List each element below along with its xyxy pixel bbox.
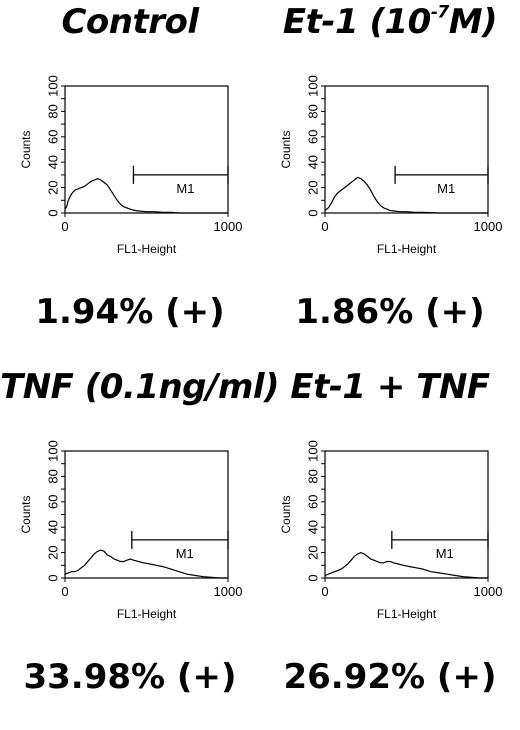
y-tick-label: 40 bbox=[305, 155, 320, 169]
x-axis-label: FL1-Height bbox=[377, 607, 437, 621]
percent-positive-label: 1.86% (+) bbox=[295, 292, 485, 332]
percent-positive-label: 26.92% (+) bbox=[283, 657, 497, 697]
plot-frame bbox=[324, 85, 489, 214]
y-tick-label: 80 bbox=[45, 104, 60, 118]
plot-frame bbox=[64, 85, 229, 214]
y-tick-label: 0 bbox=[305, 574, 320, 581]
x-tick-label: 0 bbox=[321, 219, 328, 234]
plot-frame bbox=[324, 450, 489, 579]
y-tick-label: 0 bbox=[305, 209, 320, 216]
x-axis-label: FL1-Height bbox=[377, 242, 437, 256]
y-tick-label: 0 bbox=[45, 574, 60, 581]
x-tick-label: 1000 bbox=[214, 584, 243, 599]
y-tick-label: 40 bbox=[305, 520, 320, 534]
y-tick-label: 100 bbox=[305, 75, 320, 97]
x-tick-label: 1000 bbox=[214, 219, 243, 234]
histogram-panel-control: Control 0 20 40 60 80 100 0 1000 Counts FL1-Heigh… bbox=[0, 0, 260, 365]
y-tick-label: 40 bbox=[45, 155, 60, 169]
gate-label: M1 bbox=[176, 546, 194, 561]
x-tick-label: 0 bbox=[61, 584, 68, 599]
panel-title-end: M) bbox=[448, 2, 498, 42]
histogram-panel-et1: Et-1 (10-7M) 0 20 40 60 80 100 0 1000 Counts FL1-… bbox=[260, 0, 520, 365]
panel-title: TNF (0.1ng/ml) bbox=[0, 367, 280, 407]
y-tick-label: 100 bbox=[305, 440, 320, 462]
y-tick-label: 60 bbox=[45, 495, 60, 509]
y-axis-label: Counts bbox=[19, 130, 33, 168]
y-tick-label: 100 bbox=[45, 75, 60, 97]
y-tick-label: 20 bbox=[305, 180, 320, 194]
x-tick-label: 1000 bbox=[474, 584, 503, 599]
y-tick-label: 100 bbox=[45, 440, 60, 462]
x-tick-label: 1000 bbox=[474, 219, 503, 234]
panel-title: Control bbox=[61, 2, 199, 42]
y-tick-label: 80 bbox=[305, 104, 320, 118]
histogram-series bbox=[324, 551, 488, 579]
histogram-panel-tnf: TNF (0.1ng/ml) 0 20 40 60 80 100 0 1000 Counts FL… bbox=[0, 365, 280, 730]
x-axis-label: FL1-Height bbox=[117, 242, 177, 256]
y-axis-label: Counts bbox=[19, 495, 33, 533]
gate-label: M1 bbox=[437, 181, 455, 196]
x-axis-label: FL1-Height bbox=[117, 607, 177, 621]
x-tick-label: 0 bbox=[321, 584, 328, 599]
y-axis-label: Counts bbox=[279, 130, 293, 168]
y-tick-label: 80 bbox=[305, 469, 320, 483]
histogram-panel-et1-tnf: Et-1 + TNF 0 20 40 60 80 100 0 1000 Counts FL1-He… bbox=[260, 365, 520, 730]
y-tick-label: 20 bbox=[45, 545, 60, 559]
histogram-series bbox=[64, 178, 228, 214]
histogram-series bbox=[324, 176, 488, 214]
gate-label: M1 bbox=[176, 181, 194, 196]
y-tick-label: 20 bbox=[305, 545, 320, 559]
y-tick-label: 20 bbox=[45, 180, 60, 194]
y-tick-label: 80 bbox=[45, 469, 60, 483]
panel-title: Et-1 (10-7M) bbox=[260, 2, 520, 42]
y-tick-label: 60 bbox=[305, 495, 320, 509]
percent-positive-label: 1.94% (+) bbox=[35, 292, 225, 332]
panel-title: Et-1 + TNF bbox=[290, 367, 490, 407]
x-tick-label: 0 bbox=[61, 219, 68, 234]
percent-positive-label: 33.98% (+) bbox=[23, 657, 237, 697]
y-tick-label: 40 bbox=[45, 520, 60, 534]
y-tick-label: 0 bbox=[45, 209, 60, 216]
panel-title-exponent: -7 bbox=[430, 2, 449, 23]
histogram-series bbox=[64, 549, 228, 579]
panel-title-main: Et-1 (10 bbox=[282, 2, 431, 42]
gate-label: M1 bbox=[436, 546, 454, 561]
y-tick-label: 60 bbox=[305, 130, 320, 144]
y-tick-label: 60 bbox=[45, 130, 60, 144]
y-axis-label: Counts bbox=[279, 495, 293, 533]
